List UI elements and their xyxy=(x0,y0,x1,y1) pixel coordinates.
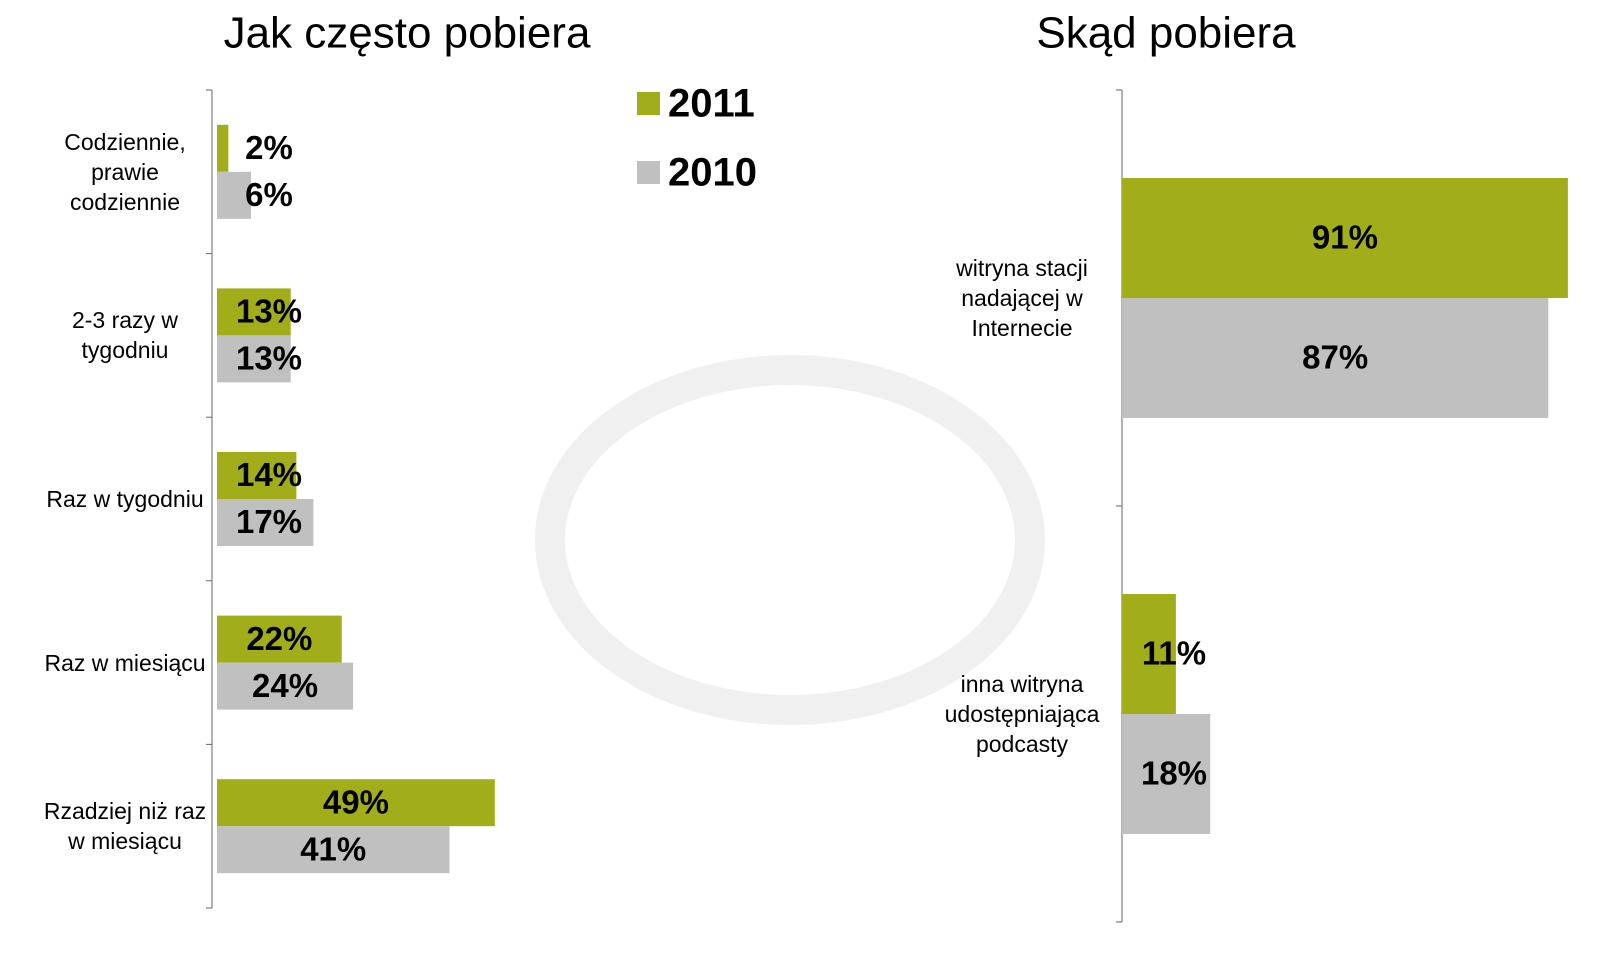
category-label: inna witryna udostępniająca podcasty xyxy=(944,671,1100,757)
chart-title: Jak często pobiera xyxy=(224,9,591,58)
bar xyxy=(217,779,495,827)
bar xyxy=(217,288,291,336)
bar xyxy=(217,452,297,499)
legend-label: 2010 xyxy=(668,151,757,195)
bar xyxy=(1122,178,1568,298)
data-label: 49% xyxy=(323,783,389,820)
data-label: 91% xyxy=(1312,219,1378,256)
data-label: 14% xyxy=(236,456,302,493)
legend-label: 2011 xyxy=(668,82,755,126)
data-label: 13% xyxy=(236,293,302,330)
bar xyxy=(217,171,252,219)
data-label: 13% xyxy=(236,340,302,377)
category-label: 2-3 razy w tygodniu xyxy=(71,307,179,364)
category-label: witryna stacji nadającej w Internecie xyxy=(956,255,1088,341)
bar xyxy=(1122,714,1211,834)
category-label: Rzadziej niż raz w miesiącu xyxy=(43,798,207,855)
data-label: 87% xyxy=(1302,339,1368,376)
bar xyxy=(217,615,342,663)
category-label: Codziennie, prawie codziennie xyxy=(64,128,186,215)
watermark xyxy=(535,355,1045,725)
legend-swatch xyxy=(637,92,660,115)
data-label: 18% xyxy=(1141,755,1207,792)
bar xyxy=(1122,594,1176,714)
bar xyxy=(217,124,229,172)
data-label: 11% xyxy=(1142,635,1206,672)
bar xyxy=(217,662,354,710)
category-label: Raz w tygodniu xyxy=(46,486,204,512)
chart-title: Skąd pobiera xyxy=(1036,9,1296,58)
data-label: 41% xyxy=(300,830,366,867)
data-label: 6% xyxy=(245,176,293,213)
bar xyxy=(217,335,291,383)
bar xyxy=(217,826,450,874)
bar xyxy=(1122,298,1549,418)
data-label: 22% xyxy=(246,620,312,657)
legend-swatch xyxy=(637,161,660,184)
data-label: 17% xyxy=(236,503,302,540)
data-label: 24% xyxy=(252,667,318,704)
data-label: 2% xyxy=(245,129,293,166)
category-label: Raz w miesiącu xyxy=(44,649,206,676)
bar xyxy=(217,499,314,546)
